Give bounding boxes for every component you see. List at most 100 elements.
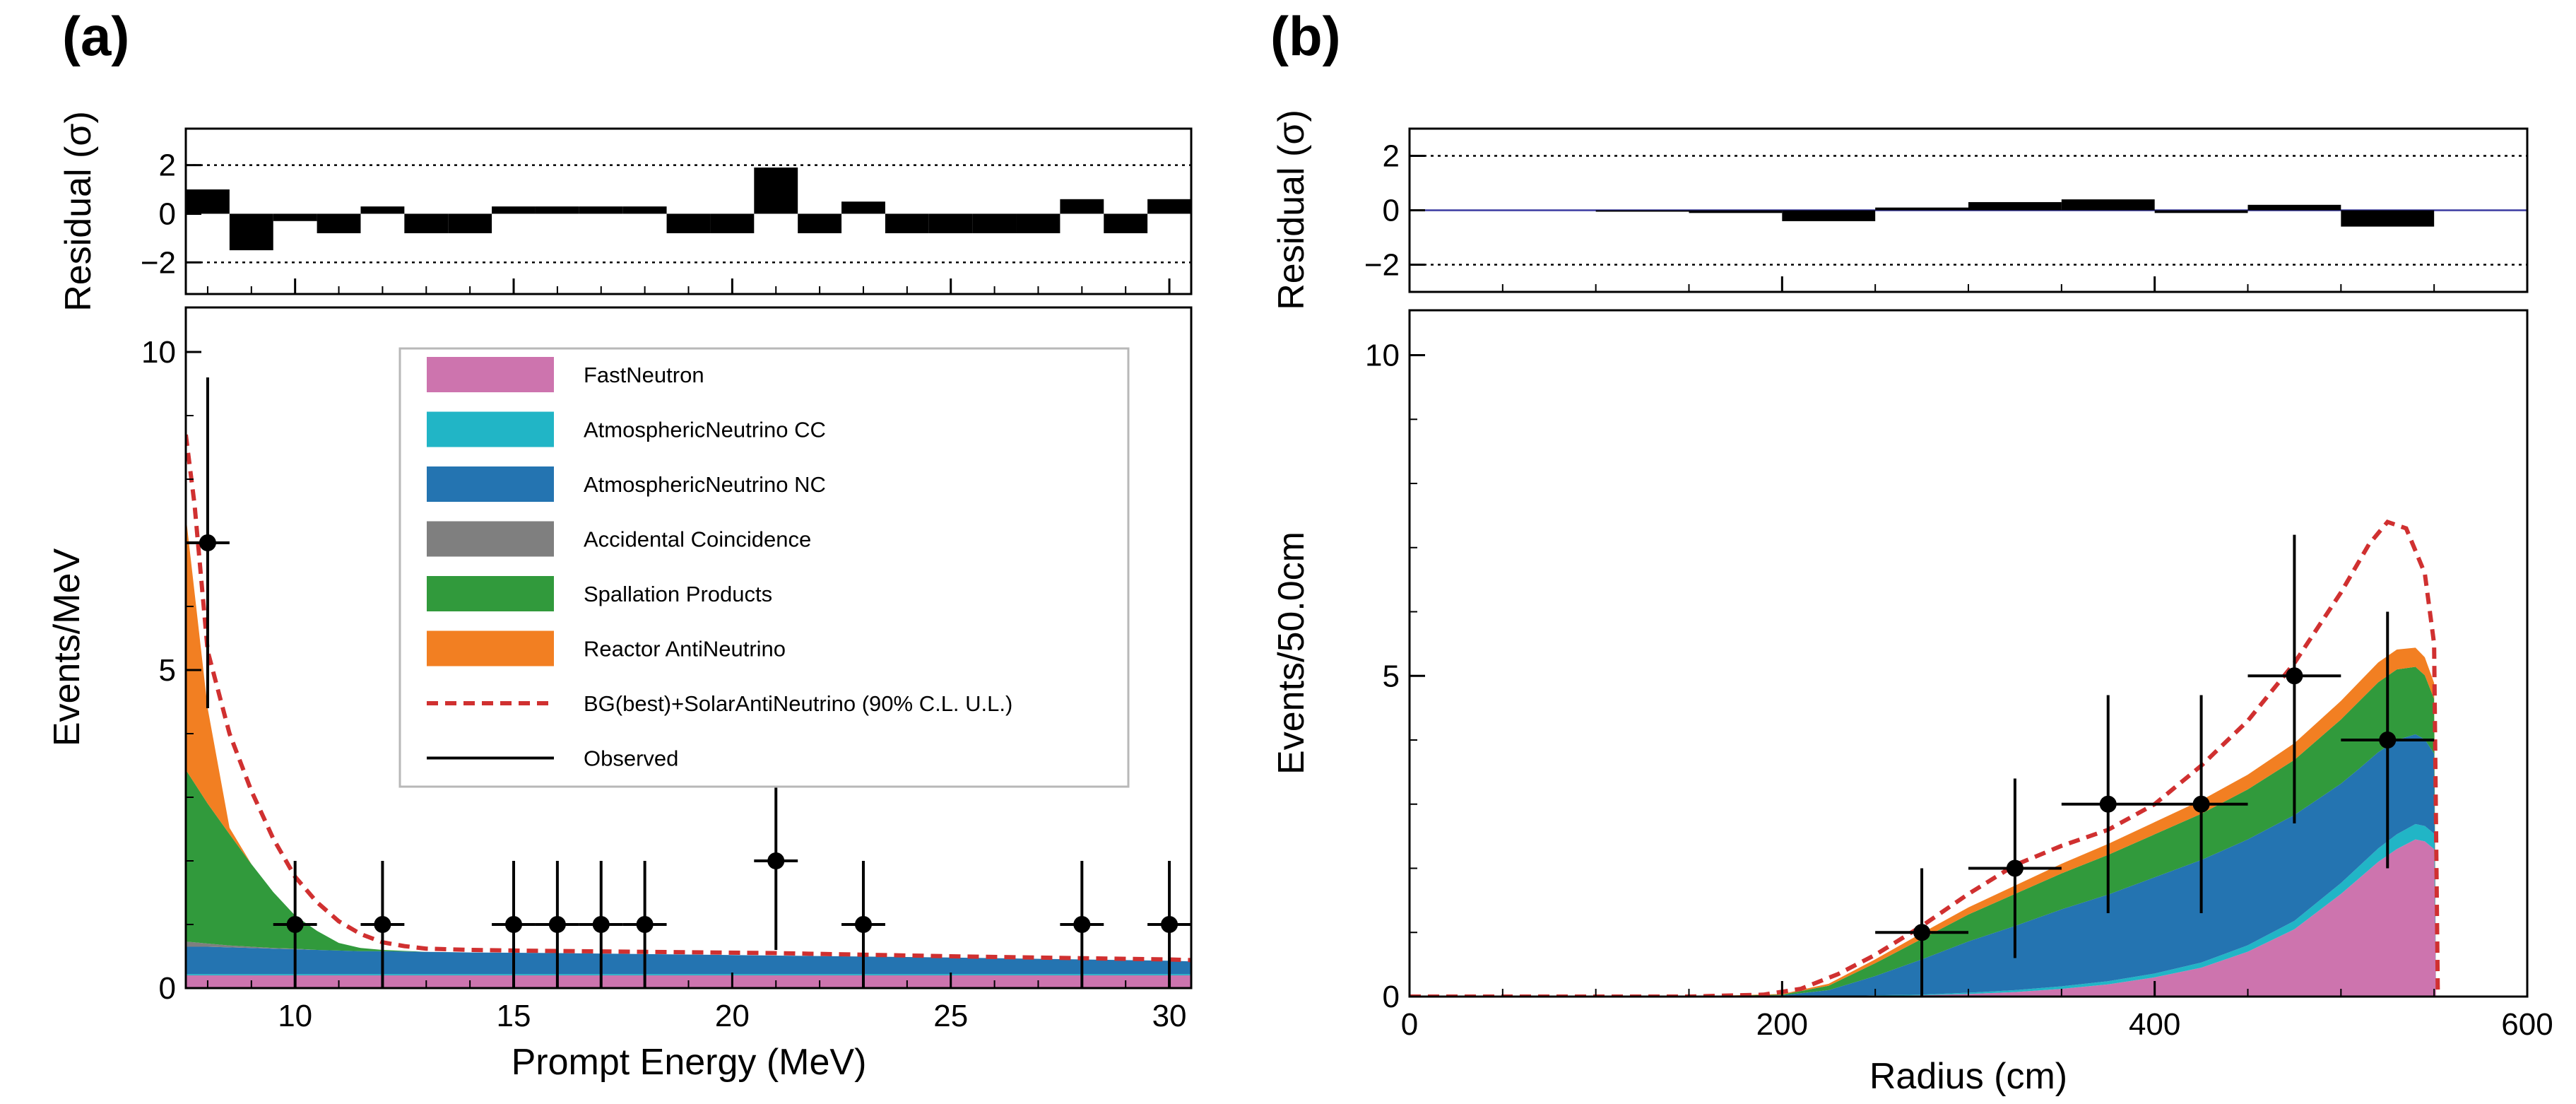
a-res-bar bbox=[754, 168, 798, 214]
b-res-ytick-label: 2 bbox=[1383, 139, 1400, 174]
b-main-ytick-label: 5 bbox=[1383, 659, 1400, 693]
a-main-observed-point bbox=[754, 772, 798, 950]
b-res-bar bbox=[1782, 210, 1876, 221]
legend-label: BG(best)+SolarAntiNeutrino (90% C.L. U.L… bbox=[584, 691, 1012, 716]
a-res-bar bbox=[1104, 213, 1148, 233]
panel-a-residual-ylabel: Residual (σ) bbox=[58, 111, 99, 312]
panel-b-ylabel: Events/50.0cm bbox=[1271, 532, 1312, 775]
a-main-observed-point bbox=[1060, 861, 1104, 988]
a-res-bar bbox=[666, 213, 711, 233]
panel-b-xlabel: Radius (cm) bbox=[1869, 1056, 2067, 1097]
b-main-area-AtmosphericNeutrinoNC bbox=[1410, 734, 2436, 997]
a-main-observed-point bbox=[1147, 861, 1191, 988]
b-main-ytick-label: 10 bbox=[1365, 339, 1400, 373]
legend-label: Spallation Products bbox=[584, 582, 772, 606]
b-main-xtick-label: 400 bbox=[2129, 1007, 2180, 1042]
a-main-observed-point bbox=[186, 377, 230, 708]
a-main-observed-point bbox=[841, 861, 885, 988]
a-res-bar bbox=[186, 189, 230, 214]
a-main-ytick-label: 5 bbox=[159, 653, 176, 688]
a-res-frame bbox=[184, 127, 1193, 295]
legend-swatch bbox=[427, 357, 554, 392]
b-main-observed-point bbox=[2061, 695, 2155, 914]
legend-item: AtmosphericNeutrino CC bbox=[427, 411, 826, 447]
b-res-ytick-label: −2 bbox=[1364, 248, 1400, 283]
b-res-bar bbox=[2341, 210, 2435, 227]
panel-a-xlabel: Prompt Energy (MeV) bbox=[512, 1042, 867, 1083]
b-main-observed-point bbox=[2341, 611, 2435, 869]
legend-label: FastNeutron bbox=[584, 363, 704, 387]
a-res-bar bbox=[972, 213, 1017, 233]
a-res-bar bbox=[448, 213, 492, 233]
legend-label: Accidental Coincidence bbox=[584, 527, 811, 552]
legend-item: AtmosphericNeutrino NC bbox=[427, 466, 826, 502]
a-res-bar bbox=[535, 206, 579, 214]
panel-a-residual-plot: −2 0 2 Residual (σ) bbox=[58, 111, 1193, 312]
a-res-ytick-label: 2 bbox=[159, 148, 176, 183]
a-res-ytick-label: −2 bbox=[141, 245, 176, 280]
a-main-observed-point bbox=[535, 861, 579, 988]
a-res-bar bbox=[885, 213, 929, 233]
legend-swatch bbox=[427, 576, 554, 611]
a-res-bar bbox=[710, 213, 755, 233]
b-main-observed-point bbox=[2154, 695, 2248, 914]
b-res-bar bbox=[2061, 199, 2155, 211]
a-res-bar bbox=[1016, 213, 1060, 233]
a-main-bg-plus-signal-line bbox=[186, 434, 1191, 963]
b-main-bg-plus-signal-line bbox=[1410, 519, 2440, 997]
panel-b-main-plot: 0 5 10 0 200 400 600 Radius (cm) Events/50.0cm bbox=[1271, 309, 2553, 1097]
a-res-bar bbox=[317, 213, 361, 233]
b-res-bar bbox=[2247, 204, 2341, 211]
b-main-xtick-label: 0 bbox=[1401, 1007, 1418, 1042]
panel-a-ylabel: Events/MeV bbox=[47, 548, 88, 747]
legend-swatch bbox=[427, 411, 554, 447]
b-main-xtick-label: 600 bbox=[2501, 1007, 2553, 1042]
a-res-bar bbox=[1147, 199, 1191, 214]
panel-a-label: (a) bbox=[62, 5, 129, 67]
legend-item: FastNeutron bbox=[427, 357, 704, 392]
b-main-xtick-label: 200 bbox=[1756, 1007, 1808, 1042]
a-main-xtick-label: 30 bbox=[1152, 999, 1187, 1033]
legend-swatch bbox=[427, 630, 554, 666]
panel-a-main-plot: 0 5 10 10 15 20 25 30 Prompt Energy (MeV) Event… bbox=[47, 306, 1193, 1083]
a-main-observed-point bbox=[622, 861, 667, 988]
a-res-ytick-label: 0 bbox=[159, 196, 176, 231]
legend-label: AtmosphericNeutrino CC bbox=[584, 418, 826, 442]
a-main-ytick-label: 10 bbox=[141, 335, 176, 370]
legend-item: Reactor AntiNeutrino bbox=[427, 630, 786, 666]
b-main-area-FastNeutron bbox=[1410, 839, 2436, 997]
a-res-bar bbox=[492, 206, 536, 214]
legend-item: Accidental Coincidence bbox=[427, 521, 811, 557]
legend: FastNeutron AtmosphericNeutrino CC Atmosph… bbox=[398, 347, 1130, 788]
legend-item: Spallation Products bbox=[427, 576, 772, 611]
panel-b-label: (b) bbox=[1270, 5, 1341, 67]
b-main-area-SpallationProducts bbox=[1410, 666, 2436, 997]
a-res-bar bbox=[1060, 199, 1104, 214]
b-main-observed-point bbox=[1968, 778, 2062, 958]
legend-label: Reactor AntiNeutrino bbox=[584, 637, 786, 662]
b-main-observed-point bbox=[1875, 868, 1968, 997]
a-res-bar bbox=[928, 213, 973, 233]
a-res-bar bbox=[273, 213, 317, 221]
legend-item: Observed bbox=[427, 746, 678, 771]
b-res-bar bbox=[1689, 210, 1783, 213]
b-main-ytick-label: 0 bbox=[1383, 980, 1400, 1014]
b-res-bar bbox=[1875, 207, 1968, 211]
legend-label: AtmosphericNeutrino NC bbox=[584, 472, 826, 497]
a-main-observed-point bbox=[492, 861, 536, 988]
a-main-xtick-label: 25 bbox=[933, 999, 968, 1033]
a-res-bar bbox=[798, 213, 842, 233]
a-res-bar bbox=[229, 213, 273, 251]
legend-label: Observed bbox=[584, 746, 678, 771]
a-main-observed-point bbox=[273, 861, 317, 988]
legend-swatch bbox=[427, 521, 554, 557]
a-main-ytick-label: 0 bbox=[159, 971, 176, 1006]
a-main-area-SpallationProducts bbox=[186, 770, 1191, 962]
a-main-observed-point bbox=[360, 861, 405, 988]
a-main-observed-point bbox=[579, 861, 623, 988]
a-res-bar bbox=[622, 206, 667, 214]
b-res-ytick-label: 0 bbox=[1383, 194, 1400, 228]
a-main-area-AtmosphericNeutrinoCC bbox=[186, 974, 1191, 975]
legend-item: BG(best)+SolarAntiNeutrino (90% C.L. U.L… bbox=[427, 691, 1012, 716]
